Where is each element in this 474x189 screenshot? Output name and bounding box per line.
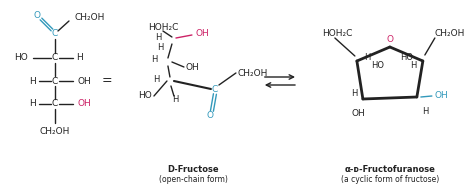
- Text: OH: OH: [196, 29, 210, 39]
- Text: H: H: [352, 90, 358, 98]
- Text: H: H: [29, 99, 36, 108]
- Text: OH: OH: [78, 99, 92, 108]
- Text: H: H: [154, 74, 160, 84]
- Text: HO: HO: [138, 91, 152, 101]
- Text: H: H: [76, 53, 83, 63]
- Text: C: C: [52, 53, 58, 63]
- Text: C: C: [212, 84, 218, 94]
- Text: H: H: [364, 53, 370, 61]
- Text: α-ᴅ-Fructofuranose: α-ᴅ-Fructofuranose: [345, 164, 435, 174]
- Text: OH: OH: [78, 77, 92, 85]
- Text: HOH₂C: HOH₂C: [148, 22, 178, 32]
- Text: HOH₂C: HOH₂C: [322, 29, 352, 39]
- Text: OH: OH: [351, 108, 365, 118]
- Text: H: H: [172, 94, 178, 104]
- Text: D-Fructose: D-Fructose: [167, 164, 219, 174]
- Text: OH: OH: [186, 63, 200, 71]
- Text: H: H: [152, 56, 158, 64]
- Text: O: O: [34, 11, 40, 19]
- Text: C: C: [52, 99, 58, 108]
- Text: (a cyclic form of fructose): (a cyclic form of fructose): [341, 174, 439, 184]
- Text: OH: OH: [435, 91, 448, 99]
- Text: (open-chain form): (open-chain form): [158, 174, 228, 184]
- Text: C: C: [52, 29, 58, 39]
- Text: CH₂OH: CH₂OH: [238, 68, 268, 77]
- Text: H: H: [29, 77, 36, 85]
- Text: H: H: [157, 43, 164, 53]
- Text: H: H: [410, 60, 417, 70]
- Text: O: O: [386, 36, 393, 44]
- Text: CH₂OH: CH₂OH: [75, 12, 105, 22]
- Text: HO: HO: [400, 53, 413, 61]
- Text: H: H: [422, 106, 428, 115]
- Text: HO: HO: [14, 53, 28, 63]
- Text: H: H: [155, 33, 162, 43]
- Text: =: =: [101, 74, 112, 88]
- Text: CH₂OH: CH₂OH: [435, 29, 465, 39]
- Text: C: C: [52, 77, 58, 85]
- Text: CH₂OH: CH₂OH: [40, 126, 70, 136]
- Text: HO: HO: [371, 60, 384, 70]
- Text: O: O: [207, 112, 213, 121]
